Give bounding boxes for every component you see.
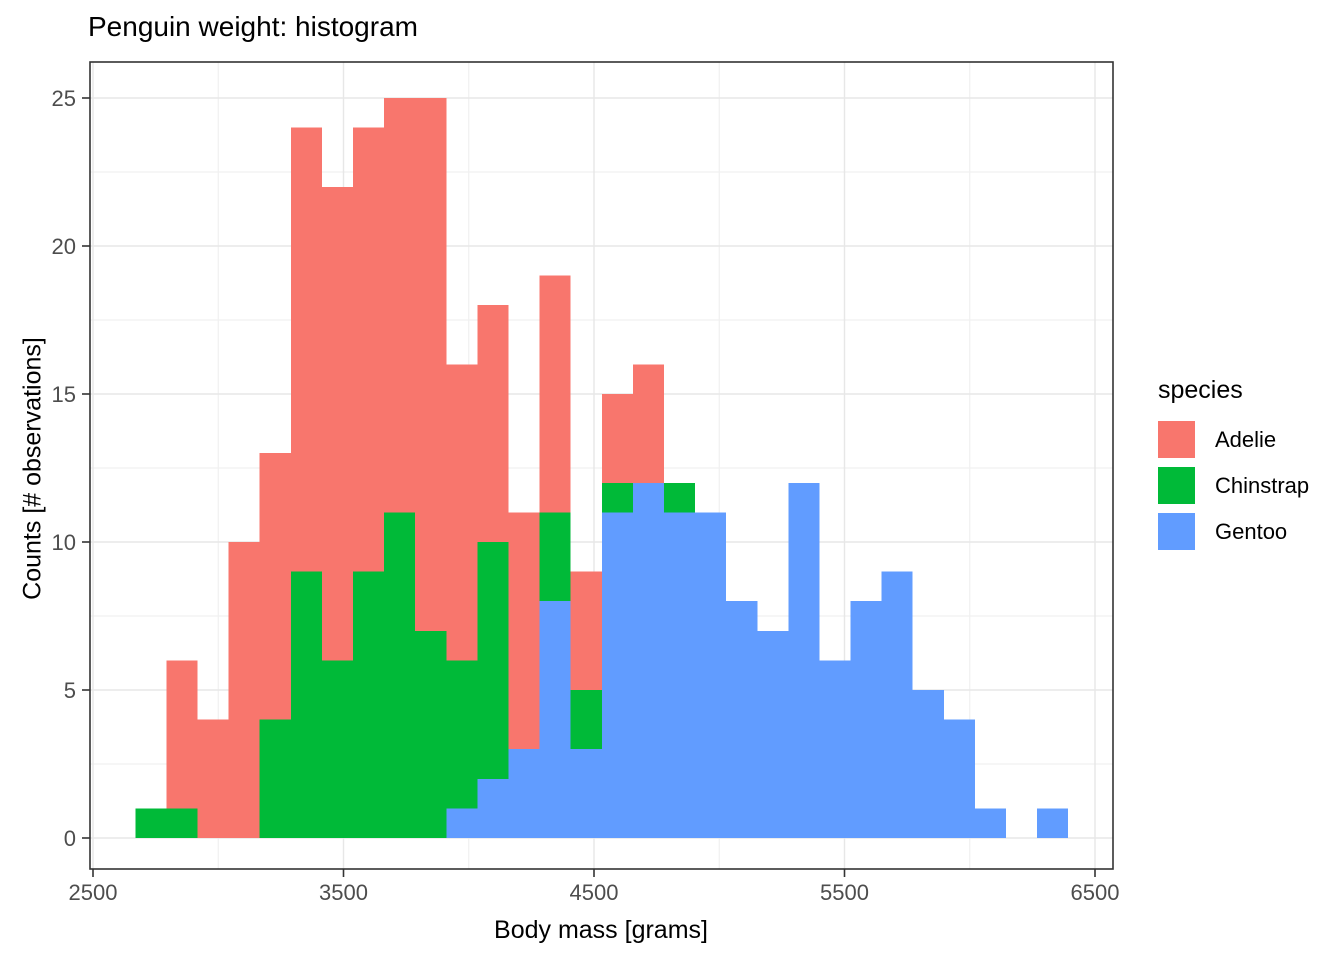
legend-title: species bbox=[1158, 376, 1243, 404]
histogram-bar-segment-chinstrap bbox=[166, 808, 198, 838]
legend-item-adelie: Adelie bbox=[1158, 421, 1309, 458]
legend-label: Gentoo bbox=[1215, 518, 1288, 544]
legend-item-gentoo: Gentoo bbox=[1158, 513, 1309, 550]
y-tick-label: 20 bbox=[52, 234, 76, 259]
histogram-bar-segment-gentoo bbox=[508, 749, 540, 838]
histogram-bar-segment-chinstrap bbox=[446, 660, 478, 809]
histogram-bar-segment-gentoo bbox=[788, 482, 820, 838]
histogram-bar-segment-gentoo bbox=[446, 808, 478, 838]
legend-swatch-gentoo bbox=[1158, 513, 1195, 550]
histogram-bar-segment-chinstrap bbox=[477, 542, 509, 779]
histogram-bar-segment-adelie bbox=[415, 98, 447, 631]
y-tick-label: 25 bbox=[52, 86, 76, 111]
histogram-bar-segment-chinstrap bbox=[135, 808, 167, 838]
legend: species Adelie Chinstrap Gentoo bbox=[1158, 376, 1309, 559]
histogram-bar-segment-chinstrap bbox=[384, 512, 416, 838]
y-tick-label: 10 bbox=[52, 530, 76, 555]
histogram-bar-segment-gentoo bbox=[819, 660, 851, 838]
histogram-bar-segment-chinstrap bbox=[321, 660, 353, 838]
histogram-bar-segment-gentoo bbox=[757, 630, 789, 838]
y-tick-label: 5 bbox=[64, 678, 76, 703]
histogram-bar-segment-adelie bbox=[477, 305, 509, 542]
histogram-bar-segment-adelie bbox=[539, 275, 571, 513]
histogram-bar-segment-gentoo bbox=[570, 749, 602, 838]
histogram-bar-segment-chinstrap bbox=[290, 571, 322, 838]
x-tick-label: 6500 bbox=[1071, 880, 1120, 905]
x-tick-label: 5500 bbox=[820, 880, 869, 905]
histogram-bar-segment-chinstrap bbox=[539, 512, 571, 602]
y-tick-label: 0 bbox=[64, 826, 76, 851]
histogram-bar-segment-adelie bbox=[632, 364, 664, 483]
histogram-bar-segment-gentoo bbox=[539, 601, 571, 838]
histogram-bar-segment-gentoo bbox=[601, 512, 633, 838]
histogram-bar-segment-chinstrap bbox=[415, 630, 447, 838]
histogram-bar-segment-gentoo bbox=[726, 601, 758, 838]
histogram-bar-segment-adelie bbox=[384, 98, 416, 513]
histogram-bar-segment-adelie bbox=[570, 571, 602, 690]
histogram-bar-segment-gentoo bbox=[943, 719, 975, 838]
histogram-bar-segment-gentoo bbox=[632, 482, 664, 838]
histogram-bar-segment-gentoo bbox=[912, 690, 944, 838]
histogram-bar-segment-chinstrap bbox=[570, 690, 602, 750]
y-axis-title: Counts [# observations] bbox=[18, 337, 47, 600]
histogram-bar-segment-adelie bbox=[508, 512, 540, 750]
histogram-bar-segment-chinstrap bbox=[601, 482, 633, 513]
x-tick-label: 2500 bbox=[69, 880, 118, 905]
legend-label: Chinstrap bbox=[1215, 472, 1310, 498]
histogram-bar-segment-gentoo bbox=[663, 512, 696, 838]
histogram-bar-segment-adelie bbox=[601, 394, 633, 483]
x-tick-label: 4500 bbox=[570, 880, 619, 905]
legend-label: Adelie bbox=[1215, 426, 1277, 452]
histogram-bar-segment-chinstrap bbox=[259, 719, 291, 838]
histogram-bar-segment-adelie bbox=[446, 364, 478, 661]
histogram-bar-segment-adelie bbox=[166, 660, 198, 809]
x-axis-title: Body mass [grams] bbox=[494, 916, 708, 944]
histogram-bar-segment-gentoo bbox=[850, 601, 882, 838]
histogram-bar-segment-gentoo bbox=[881, 571, 913, 838]
y-tick-label: 15 bbox=[52, 382, 76, 407]
histogram-bar-segment-adelie bbox=[290, 127, 322, 572]
histogram-bar-segment-chinstrap bbox=[663, 482, 696, 513]
chart-title: Penguin weight: histogram bbox=[88, 11, 418, 42]
histogram-bar-segment-gentoo bbox=[477, 778, 509, 838]
panel-border bbox=[89, 61, 1114, 870]
legend-swatch-chinstrap bbox=[1158, 467, 1195, 504]
legend-item-chinstrap: Chinstrap bbox=[1158, 467, 1309, 504]
histogram-bar-segment-adelie bbox=[352, 127, 385, 572]
x-tick-label: 3500 bbox=[319, 880, 368, 905]
histogram-bar-segment-adelie bbox=[259, 453, 291, 720]
histogram-bar-segment-adelie bbox=[197, 719, 229, 838]
legend-swatch-adelie bbox=[1158, 421, 1195, 458]
legend-items: Adelie Chinstrap Gentoo bbox=[1158, 421, 1309, 550]
histogram-bar-segment-adelie bbox=[228, 542, 260, 838]
histogram-bar-segment-gentoo bbox=[695, 512, 727, 838]
histogram-bar-segment-gentoo bbox=[1037, 808, 1069, 838]
histogram-bar-segment-gentoo bbox=[974, 808, 1007, 838]
histogram-bar-segment-chinstrap bbox=[352, 571, 385, 838]
histogram-bar-segment-adelie bbox=[321, 186, 353, 661]
